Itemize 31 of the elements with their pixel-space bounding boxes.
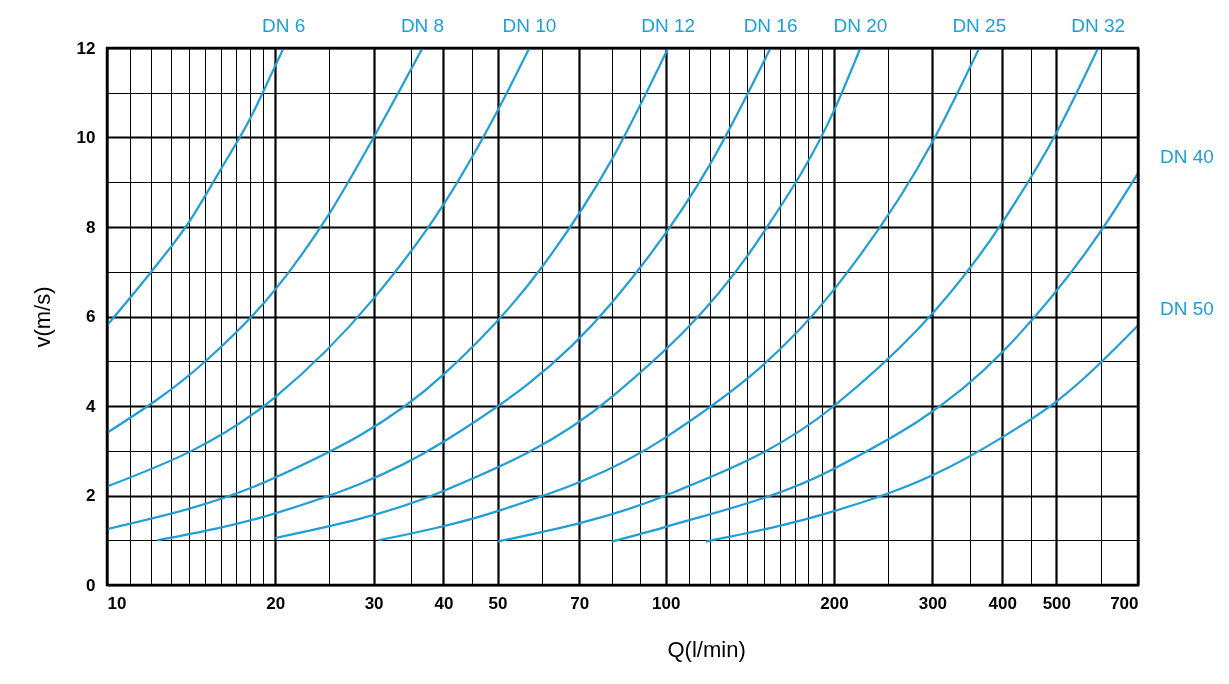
x-tick-label: 300	[918, 593, 948, 613]
series-label: DN 25	[952, 15, 1007, 36]
series-label: DN 50	[1160, 298, 1214, 320]
x-tick-label: 20	[266, 593, 286, 613]
y-tick-label: 4	[86, 396, 97, 416]
y-tick-label: 10	[76, 128, 96, 147]
y-tick-label: 0	[86, 575, 96, 595]
y-tick-label: 6	[86, 307, 96, 326]
series-label: DN 8	[400, 15, 445, 36]
y-tick-label: 8	[86, 217, 96, 237]
x-axis-title: Q(l/min)	[667, 636, 746, 662]
series-label: DN 10	[502, 15, 557, 36]
series-label: DN 16	[743, 15, 798, 36]
x-tick-label: 40	[434, 593, 454, 613]
x-tick-label: 30	[364, 593, 384, 613]
x-tick-label: 400	[988, 593, 1017, 613]
series-label: DN 40	[1160, 146, 1214, 168]
y-tick-label: 12	[76, 38, 96, 58]
x-tick-label: 70	[570, 593, 590, 613]
series-label: DN 32	[1071, 15, 1126, 36]
series-label: DN 12	[641, 15, 696, 36]
x-tick-label: 50	[488, 593, 508, 613]
x-tick-label: 500	[1042, 593, 1072, 613]
series-label: DN 6	[261, 15, 306, 36]
series-label: DN 20	[833, 15, 888, 36]
y-tick-label: 2	[86, 486, 96, 505]
x-tick-label: 700	[1110, 593, 1139, 613]
y-axis-title: v(m/s)	[29, 286, 55, 348]
x-tick-label: 10	[107, 593, 127, 613]
x-tick-label: 100	[652, 593, 681, 613]
x-tick-label: 200	[820, 593, 849, 613]
